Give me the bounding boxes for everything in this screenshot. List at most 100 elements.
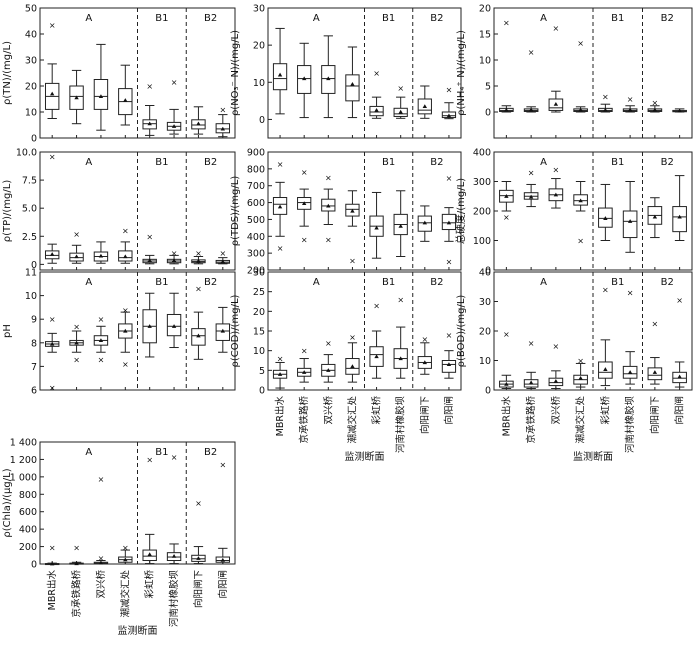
outlier: × — [446, 258, 453, 267]
outlier: × — [446, 86, 453, 95]
mean-marker — [374, 225, 379, 230]
mean-marker — [504, 107, 509, 112]
mean-marker — [504, 381, 509, 386]
group-label: B2 — [661, 13, 674, 24]
mean-marker — [627, 219, 633, 223]
mean-marker — [123, 328, 128, 333]
y-tick-label: 0 — [485, 386, 491, 397]
outlier: × — [373, 69, 380, 78]
group-label: B2 — [204, 447, 217, 458]
iqr-box — [672, 206, 687, 233]
mean-marker — [553, 102, 559, 106]
mean-marker — [422, 220, 428, 225]
outlier: × — [219, 249, 226, 258]
category-label: 双兴桥 — [550, 396, 562, 425]
mean-marker — [171, 324, 177, 328]
outlier: × — [277, 244, 284, 253]
y-tick-label: 200 — [19, 542, 37, 553]
category-label: 潮减交汇处 — [119, 570, 131, 618]
y-tick-label: 100 — [473, 236, 491, 247]
box-5: × — [166, 249, 182, 265]
mean-marker — [446, 220, 452, 225]
panel-tds: B1 B2 200 300 400 500 600 700 800 900 ρ(TDS)/(mg/L… — [230, 148, 462, 277]
outlier: × — [528, 339, 535, 348]
box-2 — [93, 241, 109, 264]
group-label: A — [85, 157, 92, 168]
mean-marker — [49, 91, 55, 96]
outlier: × — [195, 285, 202, 294]
mean-marker — [603, 216, 608, 220]
panel-tn: A B1 B2 0 10 20 30 40 50 ρ(TN)/(mg/L) × × × × — [2, 4, 236, 145]
mean-marker — [422, 104, 428, 109]
box-1: ×× — [69, 322, 84, 364]
group-label: B2 — [204, 157, 217, 168]
category-label: 京承铁路桥 — [298, 396, 310, 444]
category-label: 河南村橡胶坝 — [624, 396, 636, 454]
mean-marker — [652, 370, 658, 374]
box-2 — [321, 35, 336, 119]
outlier: × — [373, 301, 380, 310]
mean-marker — [220, 557, 226, 562]
x-axis-label: 监测断面 — [118, 624, 158, 637]
box-5: × — [166, 78, 182, 135]
box-7: × — [215, 249, 231, 265]
mean-marker — [504, 194, 509, 198]
panel-chla: A B1 B2 0 200 400 600 800 1 000 1 200 1 400 ρ(Chla)… — [2, 438, 236, 637]
group-label: B1 — [611, 157, 624, 168]
y-tick-label: 800 — [247, 164, 265, 175]
outlier: × — [219, 461, 226, 470]
mean-marker — [147, 258, 152, 263]
outlier: × — [73, 322, 80, 331]
y-tick-label: 600 — [19, 507, 37, 518]
outlier: × — [301, 168, 308, 177]
category-label: 彩虹桥 — [144, 570, 156, 599]
y-tick-label: 2.5 — [22, 232, 37, 243]
mean-marker — [277, 204, 283, 209]
box-5: × — [622, 95, 638, 113]
y-tick-label: 10 — [479, 356, 491, 367]
mean-marker — [171, 258, 177, 263]
box-3: × — [118, 543, 133, 565]
group-label: B1 — [382, 277, 395, 288]
box-2 — [93, 43, 109, 131]
y-axis-label: ρ(COD)/(mg/L) — [230, 294, 241, 367]
y-tick-label: 15 — [253, 327, 265, 338]
outlier: × — [577, 39, 584, 48]
mean-marker — [374, 354, 379, 359]
category-label: 潮减交汇处 — [346, 396, 358, 444]
y-tick-label: 1 400 — [10, 438, 37, 449]
box-0: × — [44, 21, 60, 119]
mean-marker — [326, 76, 331, 81]
group-label: B1 — [155, 447, 168, 458]
category-label: 双兴桥 — [95, 570, 107, 599]
mean-marker — [98, 94, 104, 98]
box-7 — [672, 175, 687, 241]
mean-marker — [652, 214, 658, 219]
mean-marker — [196, 258, 201, 263]
y-tick-label: 400 — [247, 232, 265, 243]
mean-marker — [147, 552, 152, 557]
category-label: MBR出水 — [46, 570, 58, 611]
outlier: × — [652, 320, 659, 329]
y-tick-label: 50 — [25, 4, 37, 15]
y-axis-label: ρ(NO₃⁻-N)/(mg/L) — [230, 30, 241, 116]
y-tick-label: 700 — [247, 181, 265, 192]
outlier: × — [171, 249, 178, 258]
mean-marker — [220, 126, 226, 131]
box-7: × — [441, 86, 457, 120]
outlier: × — [627, 289, 634, 298]
box-4: × — [369, 301, 384, 379]
group-label: B1 — [382, 13, 395, 24]
box-2: × — [548, 166, 564, 209]
mean-marker — [171, 124, 177, 128]
box-0: × — [44, 152, 60, 264]
outlier: × — [98, 554, 105, 563]
y-tick-label: 10 — [253, 78, 265, 89]
group-label: A — [85, 447, 92, 458]
y-tick-label: 6 — [31, 386, 37, 397]
outlier: × — [171, 78, 178, 87]
box-0: × — [44, 543, 60, 566]
outlier: × — [349, 333, 356, 342]
mean-marker — [98, 560, 104, 565]
